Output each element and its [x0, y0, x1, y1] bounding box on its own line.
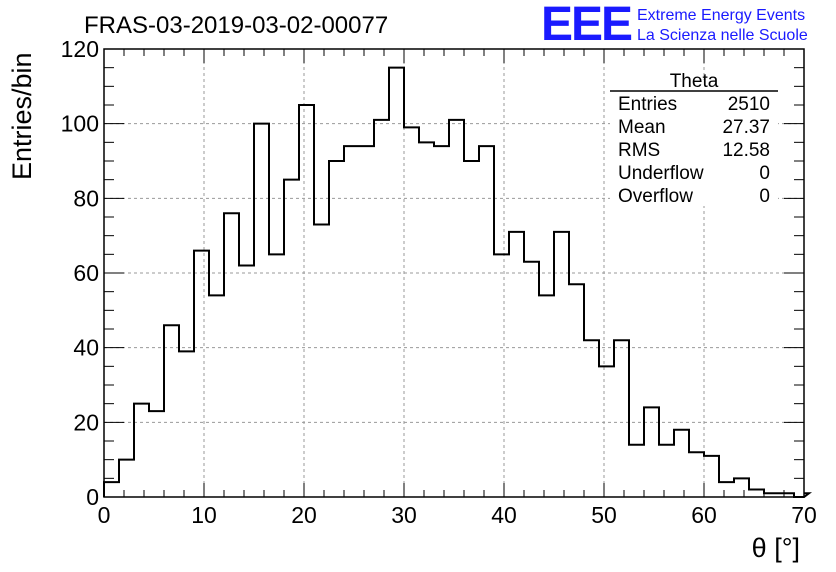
- stats-row-label: Mean: [618, 117, 666, 138]
- stats-row-label: Overflow: [618, 186, 693, 207]
- histogram-bin: [644, 407, 659, 497]
- y-tick-labels: 0 20 40 60 80 100 120: [61, 36, 99, 510]
- histogram-bin: [554, 232, 569, 497]
- histogram-bin: [389, 68, 404, 497]
- histogram-bin: [344, 146, 359, 497]
- histogram-bin: [134, 404, 149, 497]
- y-tick-label: 100: [61, 111, 99, 137]
- histogram-bin: [284, 180, 299, 497]
- histogram-bin: [179, 351, 194, 497]
- histogram-bin: [359, 146, 374, 497]
- logo-line-2: La Scienza nelle Scuole: [637, 27, 808, 44]
- eee-logo-mark: EEE: [541, 0, 632, 51]
- histogram-bin: [494, 254, 509, 497]
- y-tick-label: 80: [73, 185, 99, 211]
- histogram-bin: [599, 366, 614, 497]
- y-tick-label: 0: [86, 484, 99, 510]
- stats-row-value: 0: [759, 186, 770, 207]
- x-tick-label: 70: [791, 502, 817, 528]
- histogram-bin: [419, 142, 434, 497]
- y-tick-label: 20: [73, 409, 99, 435]
- histogram-bin: [509, 232, 524, 497]
- histogram-bin: [749, 490, 764, 497]
- histogram-bin: [209, 295, 224, 497]
- histogram-bin: [734, 478, 749, 497]
- y-axis-label: Entries/bin: [7, 52, 37, 180]
- histogram-bin: [704, 456, 719, 497]
- histogram-bin: [434, 146, 449, 497]
- histogram-bin: [404, 127, 419, 497]
- x-tick-labels: 0 10 20 30 40 50 60 70: [98, 502, 817, 528]
- stats-row-value: 27.37: [722, 117, 770, 138]
- histogram-bin: [239, 266, 254, 497]
- histogram-bin: [614, 340, 629, 497]
- histogram-bin: [464, 161, 479, 497]
- axis-ticks: [103, 48, 805, 498]
- histogram-bin: [584, 340, 599, 497]
- histogram-bin: [719, 482, 734, 497]
- stats-row-value: 12.58: [722, 140, 770, 161]
- stats-box-title: Theta: [670, 71, 719, 92]
- histogram-bin: [269, 254, 284, 497]
- logo-line-1: Extreme Energy Events: [637, 7, 805, 24]
- histogram-bin: [374, 120, 389, 497]
- histogram-bin: [479, 146, 494, 497]
- histogram-bin: [524, 262, 539, 497]
- histogram-bin: [449, 120, 464, 497]
- histogram-bin: [119, 460, 134, 497]
- histogram-bin: [149, 411, 164, 497]
- x-tick-label: 10: [191, 502, 217, 528]
- y-tick-label: 60: [73, 260, 99, 286]
- histogram-bin: [659, 445, 674, 497]
- x-tick-label: 50: [591, 502, 617, 528]
- histogram-bin: [674, 430, 689, 497]
- stats-row-value: 2510: [728, 94, 770, 115]
- histogram-bin: [194, 251, 209, 497]
- histogram-bin: [569, 284, 584, 497]
- x-tick-label: 30: [391, 502, 417, 528]
- x-axis-label: θ [°]: [752, 533, 800, 563]
- stats-box: Theta Entries 2510 Mean 27.37 RMS 12.58 Underf…: [610, 71, 778, 207]
- stats-box-background: [610, 80, 778, 206]
- histogram-bin: [299, 105, 314, 497]
- stats-row-label: Underflow: [618, 163, 704, 184]
- histogram-bin: [689, 452, 704, 497]
- y-tick-label: 120: [61, 36, 99, 62]
- chart-title: FRAS-03-2019-03-02-00077: [84, 12, 388, 39]
- histogram-bin: [104, 482, 119, 497]
- x-tick-label: 60: [691, 502, 717, 528]
- eee-logo: EEE Extreme Energy Events La Scienza nel…: [541, 0, 808, 51]
- histogram-bin: [629, 445, 644, 497]
- y-tick-label: 40: [73, 335, 99, 361]
- stats-row-label: Entries: [618, 94, 677, 115]
- histogram-bin: [254, 124, 269, 497]
- histogram-bin: [329, 161, 344, 497]
- stats-rows: Entries 2510 Mean 27.37 RMS 12.58 Underflow 0 Ov…: [618, 94, 770, 207]
- histogram-bin: [224, 213, 239, 497]
- x-tick-label: 40: [491, 502, 517, 528]
- x-tick-label: 0: [98, 502, 111, 528]
- histogram-step-line: [103, 66, 813, 498]
- stats-row-label: RMS: [618, 140, 660, 161]
- histogram-bin: [164, 325, 179, 497]
- histogram-bin: [314, 224, 329, 497]
- stats-row-value: 0: [759, 163, 770, 184]
- x-tick-label: 20: [291, 502, 317, 528]
- histogram-bin: [539, 295, 554, 497]
